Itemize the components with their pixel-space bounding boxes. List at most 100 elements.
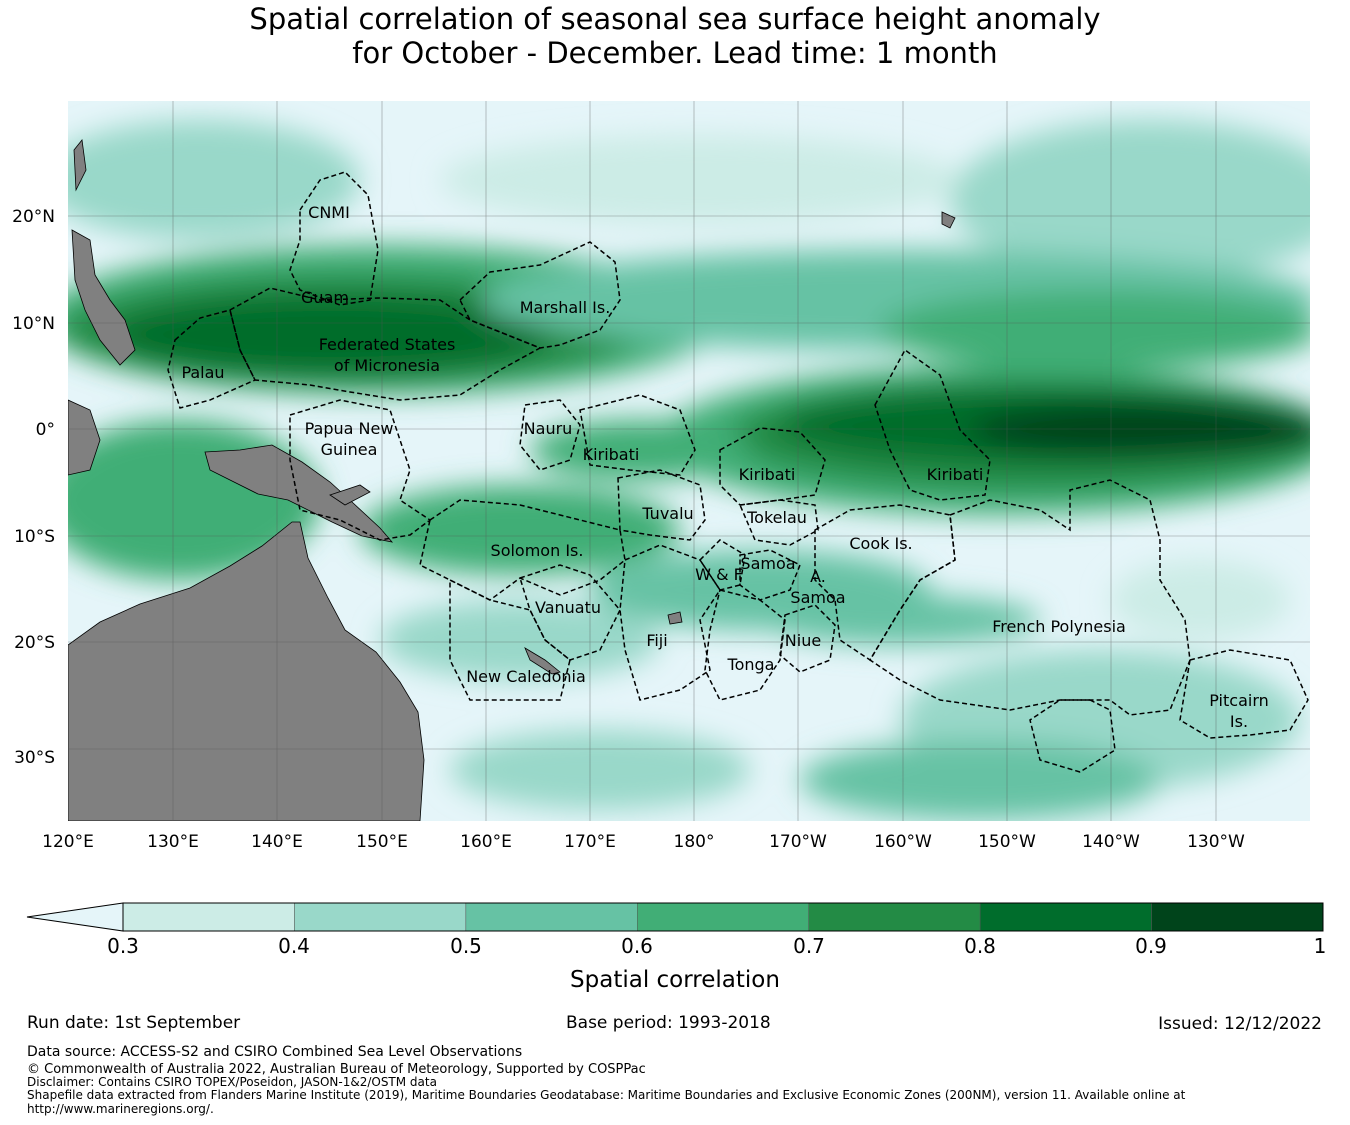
label-tonga: Tonga [727,655,775,674]
eez-marshall [459,241,621,349]
lat-tick: 0° [36,420,55,440]
colorbar-swatch [637,902,809,932]
label-kiribati-west: Kiribati [583,445,640,464]
eez-tokelau [738,499,819,546]
map-area: CNMI Guam Marshall Is. Federated States … [68,101,1310,821]
lon-tick: 160°E [460,832,512,852]
lon-tick: 170°W [769,832,827,852]
land-masses [68,139,956,821]
label-french-polynesia: French Polynesia [992,617,1126,636]
region-labels: CNMI Guam Marshall Is. Federated States … [181,203,1268,731]
colorbar-swatch [979,902,1152,932]
chart-title: Spatial correlation of seasonal sea surf… [0,2,1350,70]
label-marshall: Marshall Is. [520,298,611,317]
taiwan-land [73,139,87,192]
lon-tick: 120°E [42,832,94,852]
label-cnmi: CNMI [308,203,350,222]
eez-nauru [519,399,581,471]
lon-tick: 130°E [147,832,199,852]
label-pitcairn-2: Is. [1230,712,1248,731]
eez-cook [814,504,956,662]
lon-tick: 150°W [978,832,1036,852]
label-american-samoa-1: A. [810,567,826,586]
eez-kiribati-central [719,427,826,506]
lat-tick: 30°S [14,748,55,768]
copyright: © Commonwealth of Australia 2022, Austra… [27,1062,646,1077]
colorbar-tick: 1 [1314,934,1327,958]
eez-pitcairn-ducie [1029,699,1116,773]
label-tuvalu: Tuvalu [641,504,693,523]
eez-boundaries [167,171,1309,773]
eez-wallis-futuna [699,539,746,591]
data-source: Data source: ACCESS-S2 and CSIRO Combine… [27,1044,523,1060]
eez-new-caledonia [449,578,571,701]
colorbar-outline [122,902,1324,932]
label-wallis-futuna: W & F [695,565,743,584]
label-png-1: Papua New [305,419,394,438]
label-fsm-1: Federated States [319,335,456,354]
label-samoa: Samoa [740,554,795,573]
lon-tick: 140°E [251,832,303,852]
label-new-caledonia: New Caledonia [466,667,586,686]
australia-land [68,521,425,821]
lon-tick: 140°W [1082,832,1140,852]
label-american-samoa-2: Samoa [790,588,845,607]
eez-niue [779,604,836,673]
label-fiji: Fiji [646,631,667,650]
lon-tick: 130°W [1187,832,1245,852]
gridlines [68,101,1310,821]
lon-tick: 160°W [874,832,932,852]
eez-tuvalu [617,469,706,541]
base-period: Base period: 1993-2018 [566,1013,771,1033]
label-guam: Guam [301,288,349,307]
label-kiribati-central: Kiribati [739,465,796,484]
shapefile-credit: Shapefile data extracted from Flanders M… [27,1088,1186,1102]
colorbar-swatch [808,902,981,932]
eez-kiribati-west [579,394,696,476]
borneo-land [68,399,101,476]
run-date: Run date: 1st September [27,1013,241,1033]
colorbar-swatch [122,902,295,932]
label-vanuatu: Vanuatu [535,598,601,617]
fiji-land [667,611,683,625]
label-niue: Niue [785,631,821,650]
eez-kiribati-east [874,348,991,501]
label-solomon: Solomon Is. [491,541,584,560]
colorbar-tick: 0.4 [278,934,310,958]
lon-tick: 150°E [356,832,408,852]
eez-fsm [229,287,542,401]
colorbar-tick: 0.8 [964,934,996,958]
latitude-ticks: 20°N 10°N 0° 10°S 20°S 30°S [12,207,55,768]
colorbar-swatch [1151,902,1324,932]
eez-pitcairn [1179,649,1309,739]
label-fsm-2: of Micronesia [334,356,440,375]
eez-fiji [619,544,721,701]
eez-samoa [739,549,801,601]
colorbar-tick: 0.5 [450,934,482,958]
new-caledonia-land [524,647,561,675]
colorbar-tick: 0.3 [107,934,139,958]
eez-solomon [419,499,626,601]
lat-tick: 20°N [12,207,55,227]
colorbar-under-triangle [26,902,124,932]
marineregions-link[interactable]: http://www.marineregions.org/. [27,1102,214,1116]
lat-tick: 10°N [12,314,55,334]
eez-french-polynesia [868,479,1191,716]
label-palau: Palau [181,363,224,382]
eez-cnmi [289,171,379,306]
label-tokelau: Tokelau [746,508,807,527]
label-png-2: Guinea [321,440,378,459]
disclaimer: Disclaimer: Contains CSIRO TOPEX/Poseido… [27,1075,437,1089]
label-nauru: Nauru [524,419,573,438]
label-kiribati-east: Kiribati [927,465,984,484]
longitude-ticks: 120°E 130°E 140°E 150°E 160°E 170°E 180°… [42,832,1245,852]
lat-tick: 10°S [14,527,55,547]
colorbar-tick: 0.9 [1135,934,1167,958]
title-line-1: Spatial correlation of seasonal sea surf… [249,2,1101,36]
colorbar-swatch [294,902,467,932]
new-britain-land [329,484,371,506]
lon-tick: 170°E [564,832,616,852]
colorbar-swatch [465,902,638,932]
lat-tick: 20°S [14,633,55,653]
